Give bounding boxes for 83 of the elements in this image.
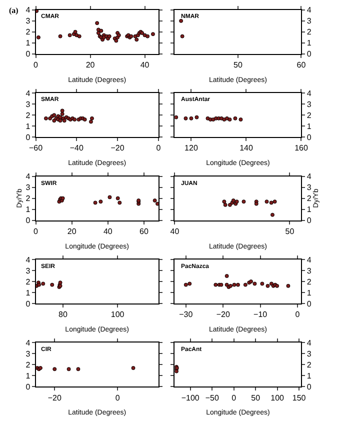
x-tick-label: 160 <box>294 144 308 153</box>
y-tick-label: 1 <box>306 372 312 381</box>
y-tick-label: 3 <box>26 349 31 358</box>
x-tick-label: 40 <box>140 60 150 70</box>
y-tick-label: 2 <box>26 110 31 120</box>
x-tick-label: −50 <box>205 393 220 402</box>
y-tick-label: 1 <box>26 38 31 48</box>
x-tick-label: 0 <box>115 393 120 402</box>
y-tick-label: 2 <box>26 360 31 370</box>
y-tick-label: 3 <box>26 183 31 192</box>
x-tick-label: 0 <box>232 393 237 402</box>
y-tick-label: 3 <box>306 183 312 192</box>
y-tick-label: 0 <box>306 132 312 142</box>
y-tick-label: 3 <box>306 100 312 109</box>
x-tick-label: 20 <box>86 60 96 70</box>
y-tick-label: 1 <box>306 288 312 298</box>
y-tick-label: 1 <box>306 122 312 131</box>
x-tick-label: 20 <box>67 226 77 236</box>
x-tick-label: 50 <box>234 60 243 70</box>
x-tick-label: 100 <box>270 393 285 402</box>
x-tick-label: 40 <box>170 226 180 236</box>
x-tick-label: −20 <box>48 393 62 402</box>
y-tick-label: 2 <box>306 110 312 120</box>
x-tick-label: −20 <box>216 310 230 320</box>
x-tick-label: 60 <box>296 60 306 70</box>
y-tick-label: 2 <box>26 194 31 204</box>
y-tick-label: 0 <box>26 50 31 59</box>
y-tick-label: 0 <box>306 50 312 59</box>
x-tick-label: −40 <box>70 144 84 153</box>
x-tick-label: 100 <box>110 310 125 320</box>
x-tick-label: −30 <box>179 310 194 320</box>
y-tick-label: 0 <box>306 216 312 226</box>
y-tick-label: 4 <box>26 255 31 264</box>
y-tick-label: 4 <box>26 88 31 98</box>
y-tick-label: 4 <box>26 6 31 15</box>
y-tick-label: 2 <box>306 28 312 37</box>
y-tick-label: 0 <box>26 132 31 142</box>
y-tick-label: 2 <box>306 360 312 370</box>
x-tick-label: 60 <box>140 226 149 236</box>
y-tick-label: 0 <box>26 299 31 308</box>
y-tick-label: 4 <box>306 172 312 182</box>
y-tick-label: 2 <box>26 277 31 286</box>
x-tick-label: −20 <box>110 144 125 153</box>
y-tick-label: 4 <box>306 338 312 348</box>
y-tick-label: 3 <box>306 349 312 358</box>
y-tick-label: 4 <box>306 6 312 15</box>
x-tick-label: 150 <box>292 393 306 402</box>
x-tick-label: 0 <box>34 226 39 236</box>
y-tick-label: 0 <box>26 216 31 226</box>
y-tick-label: 3 <box>26 266 31 276</box>
x-tick-label: 40 <box>103 226 113 236</box>
x-tick-label: −10 <box>254 310 268 320</box>
y-tick-label: 1 <box>26 122 31 131</box>
y-tick-label: 0 <box>306 299 312 308</box>
text: (a) <box>9 6 19 15</box>
y-tick-label: 4 <box>306 88 312 98</box>
y-tick-label: 1 <box>26 372 31 381</box>
y-tick-label: 1 <box>306 38 312 48</box>
y-tick-label: 3 <box>26 16 31 26</box>
y-tick-label: 2 <box>306 194 312 204</box>
x-tick-label: 80 <box>58 310 68 320</box>
y-tick-label: 2 <box>26 28 31 37</box>
x-tick-label: 0 <box>34 60 39 70</box>
x-tick-label: 0 <box>156 144 162 153</box>
y-tick-label: 2 <box>306 277 312 286</box>
x-tick-label: 0 <box>295 310 300 320</box>
y-tick-label: 1 <box>26 288 31 298</box>
y-tick-label: 3 <box>306 266 312 276</box>
x-tick-label: 120 <box>184 144 198 153</box>
y-tick-label: 0 <box>26 382 31 392</box>
y-tick-label: 4 <box>26 172 31 182</box>
y-tick-label: 4 <box>306 255 312 264</box>
y-tick-label: 3 <box>306 16 312 26</box>
x-tick-label: 50 <box>285 226 295 236</box>
y-tick-label: 4 <box>26 338 31 348</box>
x-tick-label: 140 <box>240 144 254 153</box>
y-tick-label: 1 <box>26 205 31 214</box>
y-tick-label: 0 <box>306 382 312 392</box>
x-tick-label: −60 <box>28 144 44 153</box>
y-tick-label: 3 <box>26 100 31 109</box>
x-tick-label: 50 <box>251 393 261 402</box>
y-tick-label: 1 <box>306 205 312 214</box>
x-tick-label: −100 <box>181 393 200 402</box>
